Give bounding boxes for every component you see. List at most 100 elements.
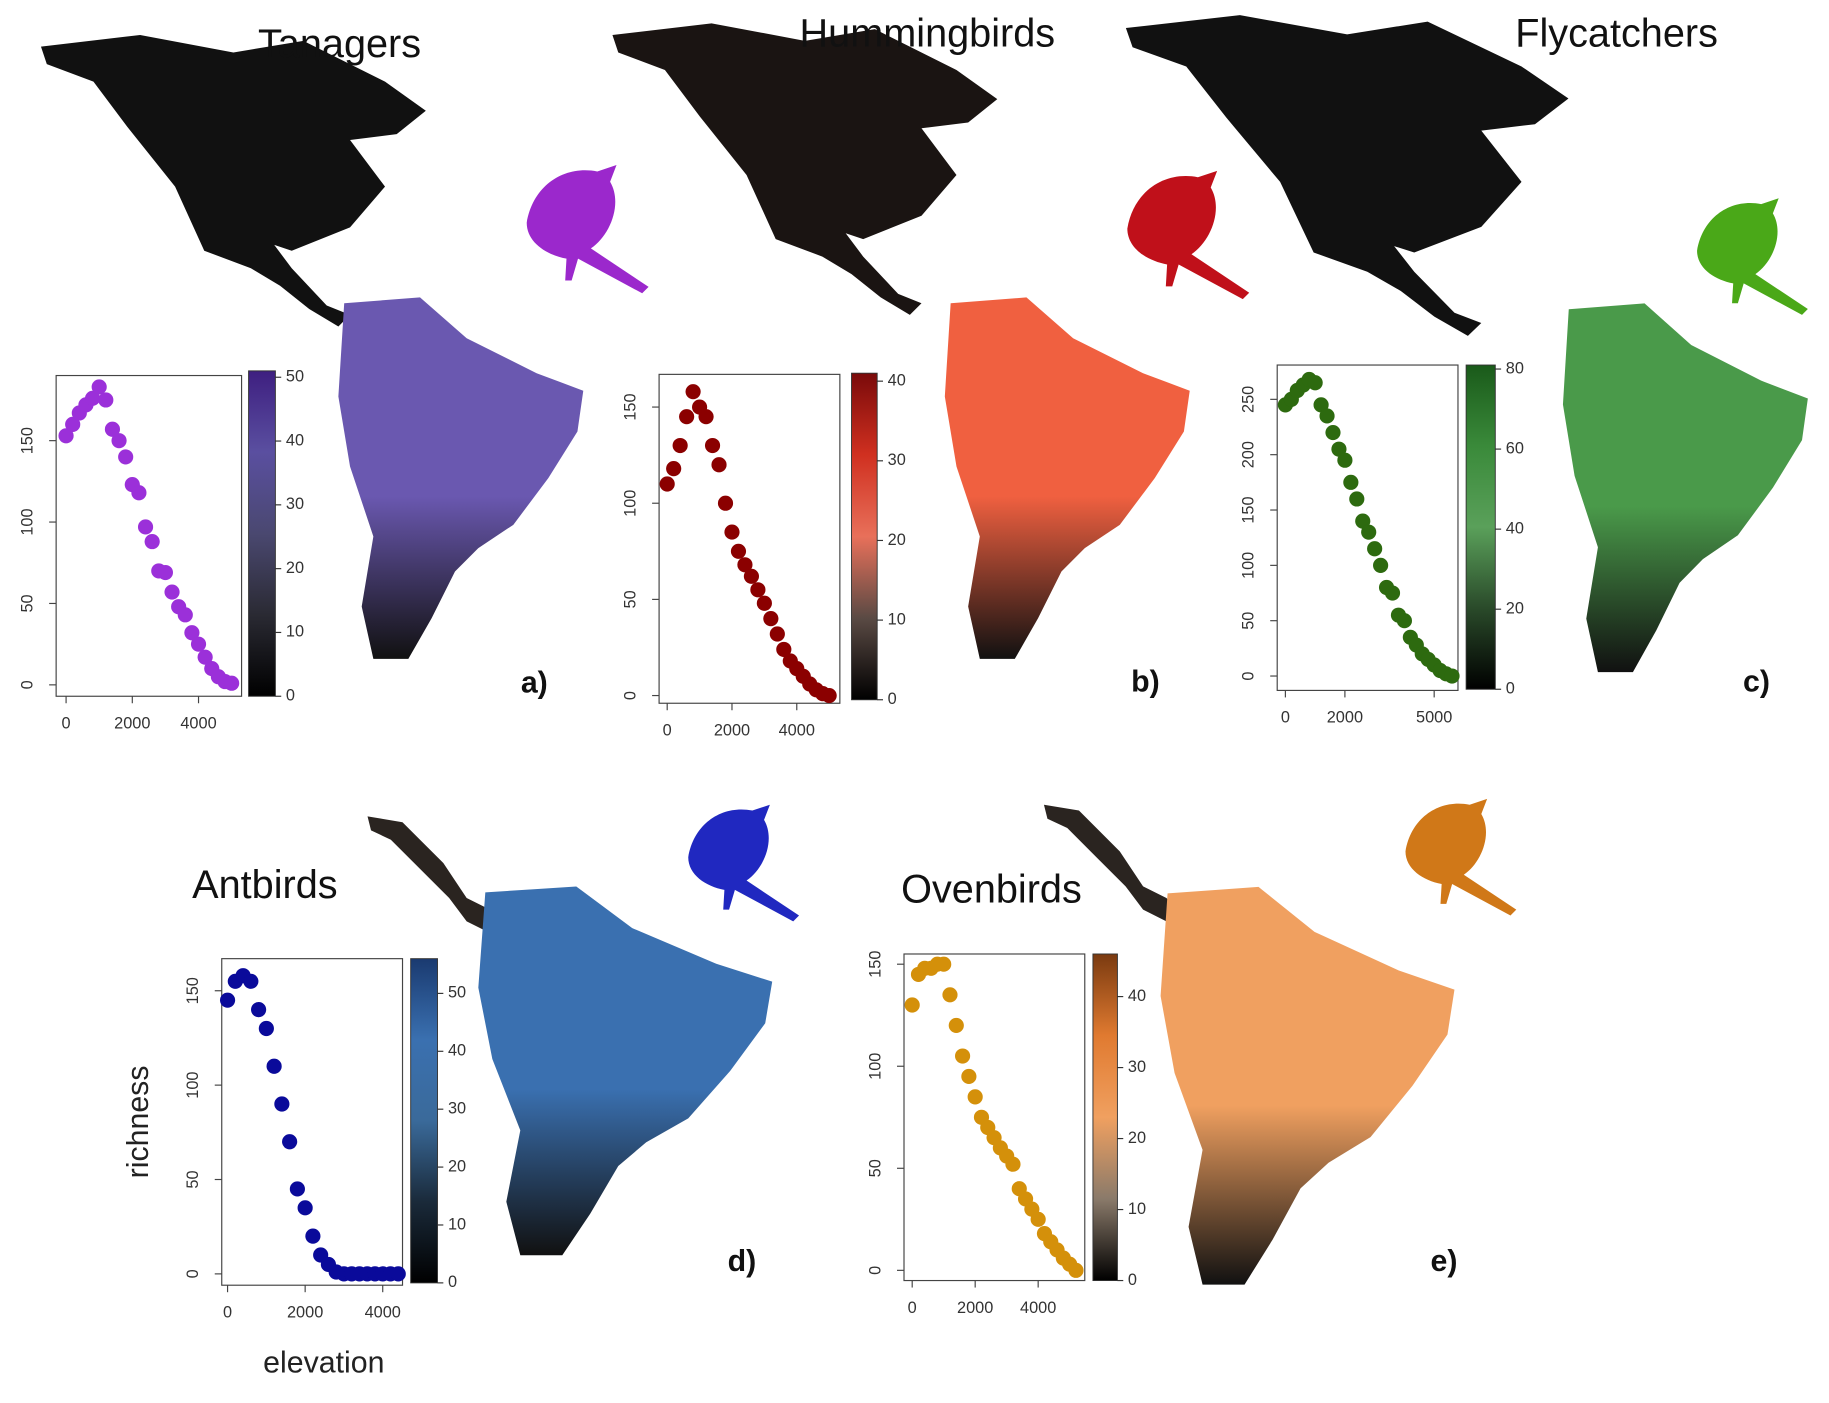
point	[743, 568, 759, 584]
point	[1331, 441, 1347, 457]
plot-frame	[903, 953, 1086, 1282]
y-tick-label: 200	[1240, 441, 1258, 468]
point	[219, 992, 236, 1008]
point	[954, 1048, 971, 1064]
point	[243, 973, 259, 989]
x-tick-label: 4000	[1020, 1299, 1056, 1317]
x-tick-label: 4000	[779, 722, 815, 740]
y-tick-label: 0	[621, 691, 639, 700]
colorbar-tick-label: 40	[1506, 519, 1524, 537]
x-tick-label: 0	[908, 1299, 917, 1317]
map-region	[478, 886, 773, 1256]
point	[184, 625, 200, 641]
panel-title: Antbirds	[192, 863, 337, 907]
point	[98, 392, 114, 408]
point	[730, 543, 747, 559]
plot-frame	[658, 373, 841, 704]
point	[948, 1017, 964, 1034]
colorbar-tick-label: 0	[1128, 1271, 1137, 1289]
panel-title: Ovenbirds	[901, 868, 1082, 912]
colorbar-tick-label: 20	[1128, 1129, 1146, 1147]
point	[724, 524, 740, 540]
point	[1307, 375, 1323, 391]
point	[91, 379, 107, 395]
y-tick-label: 50	[866, 1159, 884, 1177]
colorbar-tick-label: 80	[1506, 359, 1524, 377]
y-tick-label: 250	[1240, 386, 1258, 413]
point	[65, 416, 81, 432]
x-tick-label: 0	[1281, 709, 1290, 727]
point	[821, 687, 837, 704]
colorbar-tick-label: 30	[1128, 1058, 1146, 1076]
point	[967, 1089, 983, 1105]
point	[251, 1002, 267, 1018]
panel: Ovenbirds e) 0 2000 4000 0 50 100 150 0 10 20 30 40	[866, 798, 1517, 1317]
panel-label: b)	[1131, 665, 1160, 698]
x-tick-label: 0	[223, 1304, 232, 1322]
map-region	[1160, 886, 1455, 1285]
bird-icon	[1697, 198, 1808, 315]
panel-label: e)	[1431, 1245, 1458, 1278]
y-tick-label: 50	[621, 590, 639, 608]
colorbar	[248, 370, 276, 697]
bird-icon	[1127, 170, 1250, 300]
point	[1337, 452, 1353, 468]
y-tick-label: 100	[866, 1053, 884, 1080]
point	[711, 457, 727, 473]
map-region	[1562, 303, 1808, 673]
point	[84, 390, 101, 406]
point	[104, 421, 121, 437]
point	[776, 641, 792, 657]
point	[1349, 491, 1365, 507]
colorbar-tick-label: 40	[448, 1042, 466, 1060]
colorbar-tick-label: 0	[888, 690, 897, 708]
panel: Flycatchers c) 0 2000 5000 0 50 100 150 200 250 0 20…	[1125, 12, 1808, 727]
point	[1030, 1211, 1046, 1227]
colorbar	[1465, 364, 1496, 690]
colorbar-tick-label: 20	[1506, 600, 1524, 618]
y-tick-label: 100	[1240, 552, 1258, 579]
colorbar-tick-label: 10	[448, 1215, 466, 1233]
point	[904, 997, 920, 1013]
y-tick-label: 150	[18, 427, 36, 454]
point	[737, 557, 753, 573]
point	[305, 1228, 321, 1244]
point	[698, 409, 714, 425]
x-tick-label: 2000	[287, 1304, 323, 1322]
x-axis-label: elevation	[263, 1347, 384, 1380]
map-region	[367, 816, 502, 934]
point	[1343, 474, 1359, 490]
point	[1367, 541, 1383, 557]
point	[769, 626, 785, 642]
bird-icon	[688, 804, 800, 922]
panel: Tanagers a) 0 2000 4000 0 50 100 150 0 10 20 30 40 50	[18, 22, 649, 733]
colorbar-tick-label: 40	[1128, 987, 1146, 1005]
panel-title: Flycatchers	[1515, 12, 1718, 56]
point	[197, 649, 213, 665]
x-tick-label: 5000	[1416, 709, 1452, 727]
colorbar-tick-label: 20	[286, 559, 304, 577]
y-tick-label: 100	[184, 1072, 202, 1099]
colorbar	[410, 958, 438, 1284]
point	[224, 675, 240, 691]
point	[282, 1134, 298, 1150]
colorbar-tick-label: 30	[448, 1100, 466, 1118]
y-tick-label: 100	[621, 490, 639, 517]
x-tick-label: 0	[62, 715, 71, 733]
point	[111, 433, 127, 449]
point	[258, 1020, 274, 1037]
y-tick-label: 100	[18, 508, 36, 535]
y-tick-label: 150	[1240, 496, 1258, 523]
point	[190, 636, 207, 652]
colorbar-tick-label: 10	[286, 623, 304, 641]
point	[297, 1200, 313, 1216]
y-tick-label: 150	[866, 951, 884, 978]
colorbar-tick-label: 40	[286, 431, 304, 449]
colorbar-tick-label: 0	[448, 1273, 457, 1291]
x-tick-label: 2000	[714, 722, 750, 740]
point	[58, 428, 74, 444]
colorbar-tick-label: 0	[1506, 680, 1515, 698]
point	[1313, 397, 1329, 413]
